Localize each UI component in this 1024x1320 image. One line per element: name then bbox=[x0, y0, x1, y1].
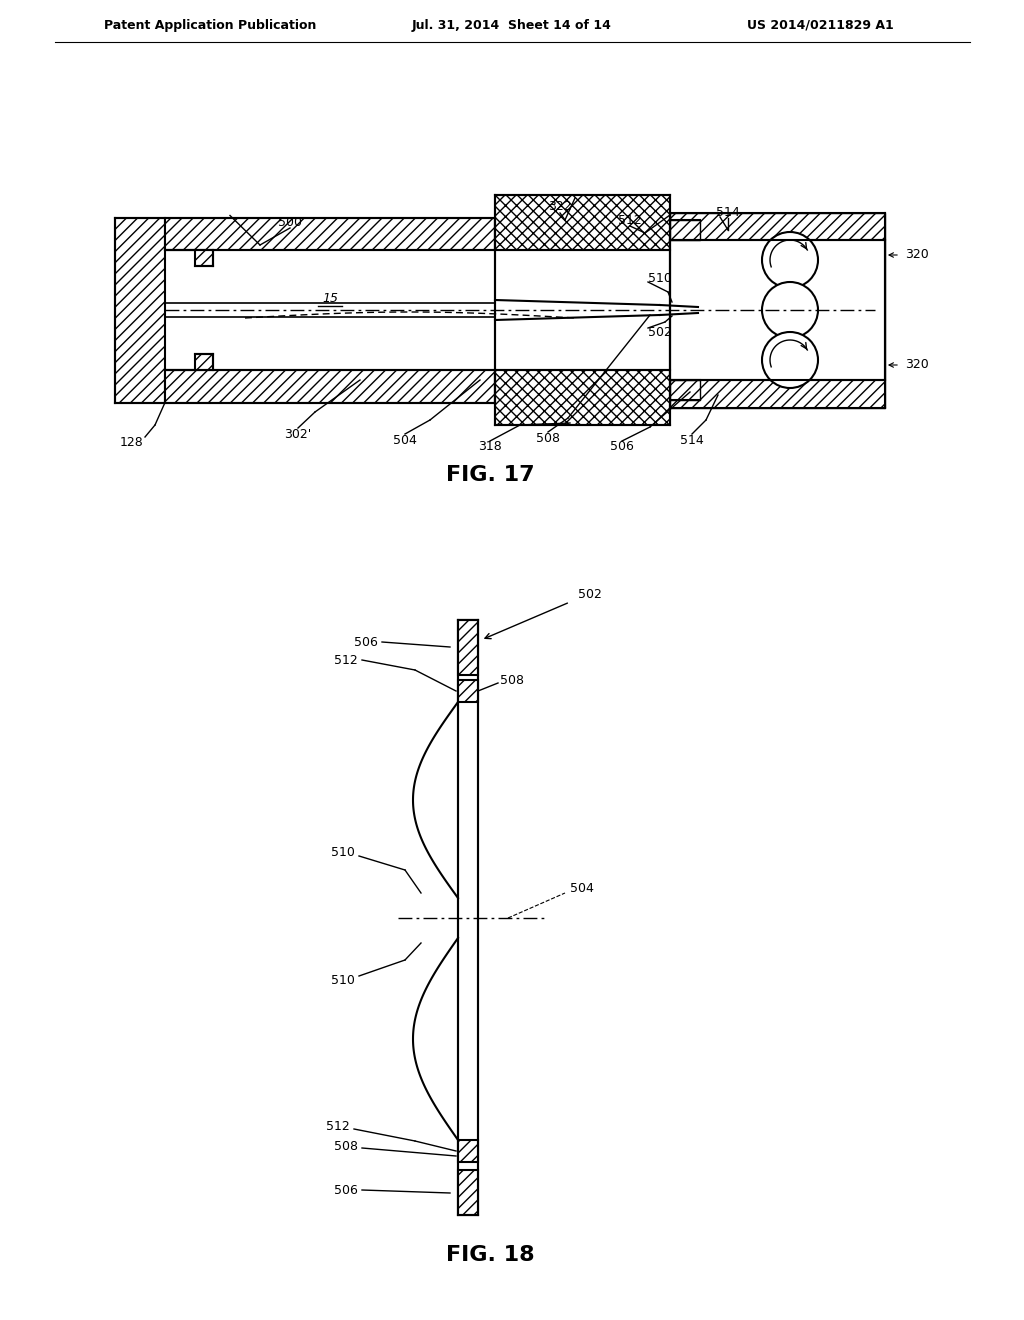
Text: Patent Application Publication: Patent Application Publication bbox=[103, 18, 316, 32]
Bar bbox=[670, 220, 700, 240]
Bar bbox=[458, 680, 478, 702]
Bar bbox=[195, 249, 213, 267]
Text: 506: 506 bbox=[334, 1184, 358, 1196]
Bar bbox=[458, 620, 478, 675]
Text: 512: 512 bbox=[327, 1119, 350, 1133]
Text: 128: 128 bbox=[120, 436, 144, 449]
Text: 512: 512 bbox=[618, 214, 642, 227]
Text: 510: 510 bbox=[331, 846, 355, 859]
Bar bbox=[670, 380, 700, 400]
Text: 302': 302' bbox=[285, 428, 311, 441]
Circle shape bbox=[762, 232, 818, 288]
Bar bbox=[670, 240, 885, 380]
Text: 318: 318 bbox=[478, 441, 502, 454]
Bar bbox=[458, 620, 478, 1214]
Bar bbox=[495, 370, 670, 425]
Bar bbox=[165, 218, 495, 249]
Bar bbox=[165, 370, 495, 403]
Text: 508: 508 bbox=[500, 675, 524, 688]
Text: 322: 322 bbox=[548, 201, 571, 214]
Bar bbox=[458, 680, 478, 702]
Text: 514: 514 bbox=[680, 433, 703, 446]
Bar bbox=[115, 218, 165, 403]
Bar bbox=[670, 213, 885, 408]
Text: 502: 502 bbox=[579, 589, 602, 602]
Text: FIG. 17: FIG. 17 bbox=[445, 465, 535, 484]
Circle shape bbox=[762, 333, 818, 388]
Text: 506: 506 bbox=[354, 635, 378, 648]
Bar bbox=[495, 370, 670, 425]
Bar bbox=[458, 1170, 478, 1214]
Bar bbox=[495, 195, 670, 249]
Bar bbox=[495, 195, 670, 249]
Text: 512: 512 bbox=[334, 653, 358, 667]
Bar bbox=[458, 1140, 478, 1162]
Text: US 2014/0211829 A1: US 2014/0211829 A1 bbox=[746, 18, 893, 32]
Text: 510: 510 bbox=[331, 974, 355, 986]
Bar bbox=[195, 249, 213, 267]
Text: 510: 510 bbox=[648, 272, 672, 285]
Text: 508: 508 bbox=[334, 1139, 358, 1152]
Bar bbox=[458, 1170, 478, 1214]
Bar bbox=[458, 620, 478, 675]
Text: 514: 514 bbox=[716, 206, 740, 219]
Text: 504: 504 bbox=[570, 882, 594, 895]
Text: 502: 502 bbox=[648, 326, 672, 338]
Text: 508: 508 bbox=[536, 432, 560, 445]
Circle shape bbox=[762, 282, 818, 338]
Bar bbox=[165, 370, 495, 403]
Text: 320: 320 bbox=[905, 359, 929, 371]
Bar bbox=[195, 354, 213, 370]
Bar bbox=[195, 354, 213, 370]
Bar bbox=[165, 218, 495, 249]
Text: Jul. 31, 2014  Sheet 14 of 14: Jul. 31, 2014 Sheet 14 of 14 bbox=[412, 18, 612, 32]
Bar bbox=[115, 218, 165, 403]
Bar bbox=[458, 1140, 478, 1162]
Text: 504: 504 bbox=[393, 433, 417, 446]
Text: FIG. 18: FIG. 18 bbox=[445, 1245, 535, 1265]
Text: 15: 15 bbox=[322, 292, 338, 305]
Bar bbox=[670, 213, 885, 408]
Bar bbox=[670, 220, 700, 240]
Text: 500: 500 bbox=[278, 215, 302, 228]
Text: 320: 320 bbox=[905, 248, 929, 261]
Bar bbox=[670, 380, 700, 400]
Text: 506: 506 bbox=[610, 441, 634, 454]
